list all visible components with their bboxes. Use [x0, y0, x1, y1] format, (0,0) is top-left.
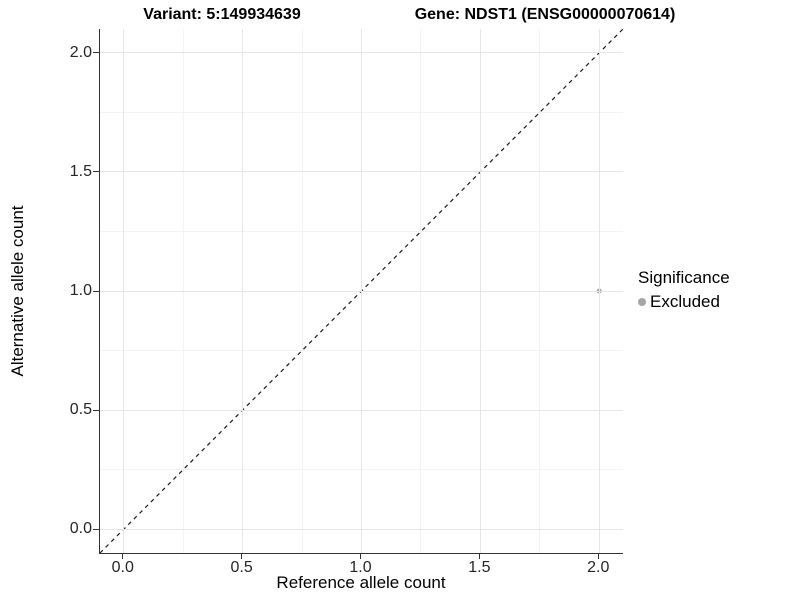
major-gridline-horizontal	[100, 290, 623, 292]
x-axis-tick-label: 1.0	[349, 559, 372, 576]
x-axis-tick-label: 1.5	[468, 559, 491, 576]
major-gridline-horizontal	[100, 52, 623, 54]
y-axis-tick-label: 2.0	[69, 43, 92, 61]
legend: Significance Excluded	[638, 267, 730, 312]
y-axis-tick	[93, 528, 99, 530]
legend-item-label: Excluded	[650, 292, 720, 311]
x-axis-tick	[241, 554, 243, 559]
y-axis-tick	[93, 171, 99, 173]
plot-panel	[99, 28, 624, 554]
legend-item-excluded: Excluded	[638, 291, 730, 312]
x-axis-title: Reference allele count	[276, 573, 446, 592]
x-axis-tick	[122, 554, 124, 559]
y-axis-tick-label: 1.0	[69, 282, 92, 299]
major-gridline-horizontal	[100, 409, 623, 411]
y-axis-tick	[93, 290, 99, 292]
legend-title: Significance	[638, 268, 730, 287]
y-axis-tick-label: 0.5	[69, 401, 92, 419]
x-axis-tick-label: 0.5	[230, 559, 253, 576]
x-axis-tick	[478, 554, 480, 559]
x-axis-tick-label: 2.0	[587, 559, 610, 576]
y-axis-tick-label: 1.5	[69, 162, 92, 180]
legend-key-circle-icon	[638, 297, 646, 306]
x-axis-tick	[360, 554, 361, 559]
x-axis-tick-label: 0.0	[111, 559, 134, 576]
major-gridline-horizontal	[100, 528, 623, 530]
x-axis-tick	[597, 554, 599, 559]
plot-title-variant: Variant: 5:149934639	[143, 6, 301, 23]
major-gridline-horizontal	[100, 171, 623, 173]
y-axis-tick	[93, 409, 99, 411]
plot-title-gene: Gene: NDST1 (ENSG00000070614)	[414, 6, 676, 23]
y-axis-title: Alternative allele count	[8, 205, 27, 377]
y-axis-tick-label: 0.0	[69, 520, 92, 538]
y-axis-tick	[93, 52, 99, 54]
